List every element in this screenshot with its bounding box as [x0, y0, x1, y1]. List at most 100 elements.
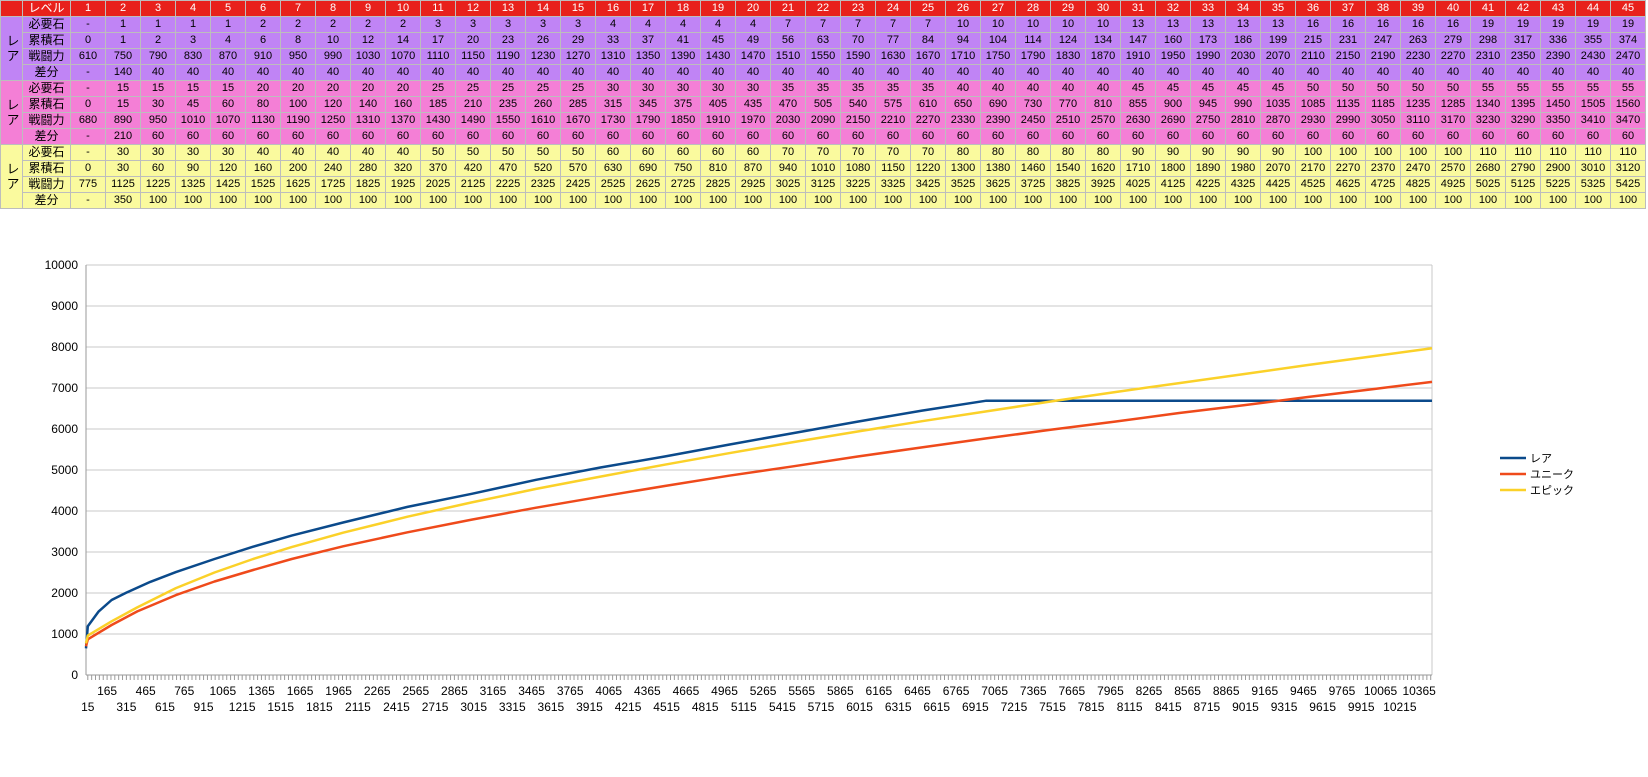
table-cell[interactable]: 40	[1575, 64, 1611, 81]
table-cell[interactable]: 2570	[1435, 160, 1471, 177]
table-cell[interactable]: 4	[210, 32, 246, 49]
table-cell[interactable]: 575	[875, 96, 911, 113]
table-cell[interactable]: 1390	[665, 48, 701, 65]
table-cell[interactable]: 40	[1085, 64, 1121, 81]
table-cell[interactable]: 100	[420, 192, 456, 209]
table-cell[interactable]: 16	[1400, 16, 1436, 33]
table-cell[interactable]: 750	[665, 160, 701, 177]
table-cell[interactable]: 7	[805, 16, 841, 33]
table-cell[interactable]: 110	[1505, 144, 1541, 161]
table-cell[interactable]: 2330	[945, 112, 981, 129]
table-cell[interactable]: 1430	[700, 48, 736, 65]
table-cell[interactable]: 40	[1365, 64, 1401, 81]
table-cell[interactable]: 7	[910, 16, 946, 33]
table-cell[interactable]: 2230	[1400, 48, 1436, 65]
table-cell[interactable]: 2	[350, 16, 386, 33]
table-cell[interactable]: 60	[1330, 128, 1366, 145]
table-cell[interactable]: 690	[630, 160, 666, 177]
table-cell[interactable]: 25	[525, 80, 561, 97]
table-cell[interactable]: 231	[1330, 32, 1366, 49]
table-cell[interactable]: 60	[840, 128, 876, 145]
table-cell[interactable]: 940	[770, 160, 806, 177]
table-cell[interactable]: 2430	[1575, 48, 1611, 65]
table-cell[interactable]: 45	[1190, 80, 1226, 97]
table-cell[interactable]: 30	[210, 144, 246, 161]
table-cell[interactable]: 1725	[315, 176, 351, 193]
table-cell[interactable]: -	[70, 80, 106, 97]
table-cell[interactable]: 50	[420, 144, 456, 161]
table-cell[interactable]: 100	[1365, 192, 1401, 209]
table-cell[interactable]: 1	[210, 16, 246, 33]
table-cell[interactable]: 610	[70, 48, 106, 65]
table-cell[interactable]: 1910	[1120, 48, 1156, 65]
table-cell[interactable]: 2630	[1120, 112, 1156, 129]
table-cell[interactable]: 1510	[770, 48, 806, 65]
table-cell[interactable]: 100	[1330, 144, 1366, 161]
table-cell[interactable]: 3	[420, 16, 456, 33]
table-cell[interactable]: 2690	[1155, 112, 1191, 129]
table-cell[interactable]: 2150	[1330, 48, 1366, 65]
table-cell[interactable]: 240	[315, 160, 351, 177]
table-cell[interactable]: 2390	[980, 112, 1016, 129]
table-cell[interactable]: 1085	[1295, 96, 1331, 113]
table-cell[interactable]: 4625	[1330, 176, 1366, 193]
table-cell[interactable]: 690	[980, 96, 1016, 113]
table-cell[interactable]: 40	[840, 64, 876, 81]
table-cell[interactable]: 60	[560, 128, 596, 145]
table-cell[interactable]: 40	[350, 64, 386, 81]
table-cell[interactable]: 40	[910, 64, 946, 81]
table-cell[interactable]: 40	[1015, 64, 1051, 81]
table-cell[interactable]: 650	[945, 96, 981, 113]
table-cell[interactable]: 3	[560, 16, 596, 33]
table-cell[interactable]: 80	[1015, 144, 1051, 161]
table-cell[interactable]: 45	[1225, 80, 1261, 97]
table-cell[interactable]: 80	[980, 144, 1016, 161]
table-cell[interactable]: 1550	[490, 112, 526, 129]
table-cell[interactable]: 2	[245, 16, 281, 33]
table-cell[interactable]: 40	[1155, 64, 1191, 81]
table-cell[interactable]: 470	[490, 160, 526, 177]
table-cell[interactable]: 40	[210, 64, 246, 81]
table-cell[interactable]: 2625	[630, 176, 666, 193]
table-cell[interactable]: 210	[455, 96, 491, 113]
table-cell[interactable]: 100	[1540, 192, 1576, 209]
table-cell[interactable]: 5325	[1575, 176, 1611, 193]
table-cell[interactable]: 60	[595, 144, 631, 161]
table-cell[interactable]: 49	[735, 32, 771, 49]
table-cell[interactable]: 4125	[1155, 176, 1191, 193]
table-cell[interactable]: 110	[1610, 144, 1646, 161]
table-cell[interactable]: 40	[1330, 64, 1366, 81]
table-cell[interactable]: 7	[875, 16, 911, 33]
table-cell[interactable]: 17	[420, 32, 456, 49]
table-cell[interactable]: 945	[1190, 96, 1226, 113]
table-cell[interactable]: 7	[840, 16, 876, 33]
table-cell[interactable]: 40	[490, 64, 526, 81]
table-cell[interactable]: 45	[700, 32, 736, 49]
table-cell[interactable]: 1670	[560, 112, 596, 129]
table-cell[interactable]: 2110	[1295, 48, 1331, 65]
table-cell[interactable]: 19	[1575, 16, 1611, 33]
table-cell[interactable]: 100	[315, 192, 351, 209]
table-cell[interactable]: 2725	[665, 176, 701, 193]
table-cell[interactable]: 40	[1540, 64, 1576, 81]
table-cell[interactable]: 60	[1435, 128, 1471, 145]
table-cell[interactable]: 100	[1610, 192, 1646, 209]
table-cell[interactable]: 45	[175, 96, 211, 113]
table-cell[interactable]: 1235	[1400, 96, 1436, 113]
table-cell[interactable]: 1525	[245, 176, 281, 193]
table-cell[interactable]: 100	[1295, 192, 1331, 209]
table-cell[interactable]: 160	[1155, 32, 1191, 49]
table-cell[interactable]: 2810	[1225, 112, 1261, 129]
table-cell[interactable]: 19	[1470, 16, 1506, 33]
table-cell[interactable]: 1710	[1120, 160, 1156, 177]
table-cell[interactable]: 60	[1120, 128, 1156, 145]
table-cell[interactable]: 1750	[980, 48, 1016, 65]
table-cell[interactable]: 50	[525, 144, 561, 161]
table-cell[interactable]: 16	[1330, 16, 1366, 33]
table-cell[interactable]: 110	[1575, 144, 1611, 161]
table-cell[interactable]: 60	[140, 160, 176, 177]
table-cell[interactable]: 3290	[1505, 112, 1541, 129]
table-cell[interactable]: 2450	[1015, 112, 1051, 129]
table-cell[interactable]: 35	[805, 80, 841, 97]
table-cell[interactable]: 100	[1470, 192, 1506, 209]
